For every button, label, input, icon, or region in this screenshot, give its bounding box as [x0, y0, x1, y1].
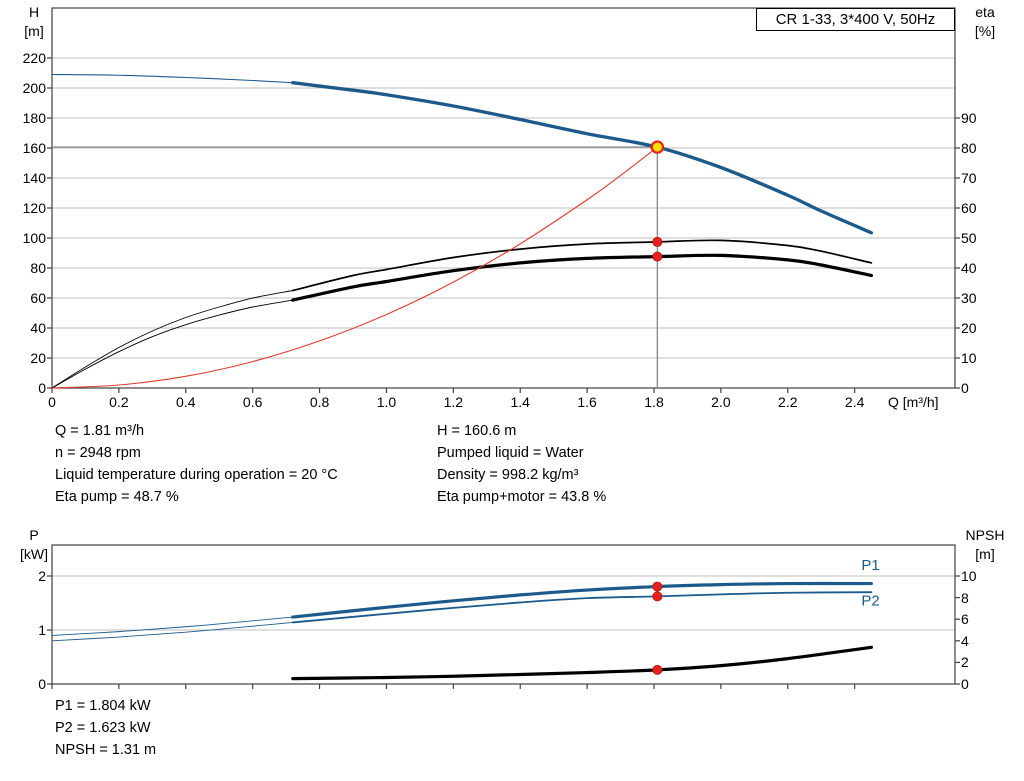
- series-label-p1: P1: [861, 557, 879, 574]
- q-tick-label-2.0: 2.0: [711, 394, 731, 410]
- npsh-axis-unit: [m]: [975, 546, 995, 562]
- h-tick-label-80: 80: [30, 259, 46, 276]
- q-tick-label-1.8: 1.8: [644, 394, 664, 410]
- h-tick-label-100: 100: [22, 229, 46, 246]
- p2-curve-extension: [51, 621, 293, 642]
- duty-point-marker[interactable]: [650, 140, 665, 154]
- info-eta-pump: Eta pump = 48.7 %: [55, 489, 179, 505]
- p-tick-label-0: 0: [38, 676, 46, 692]
- h-tick-label-0: 0: [38, 380, 46, 396]
- h-tick-label-120: 120: [22, 199, 46, 216]
- q-tick-label-1.6: 1.6: [577, 394, 597, 410]
- h-tick-label-60: 60: [30, 289, 46, 306]
- p-axis-unit: [kW]: [20, 546, 48, 562]
- operating-point-marker: [652, 236, 663, 247]
- power-npsh-chart-frame: [51, 544, 956, 685]
- eta-pump-motor-curve-extension: [51, 299, 293, 389]
- q-tick-label-0.4: 0.4: [176, 394, 196, 410]
- eta-pump-curve-extension: [51, 290, 293, 389]
- eta-tick-label-50: 50: [961, 230, 977, 246]
- q-axis-label: Q [m³/h]: [888, 394, 939, 410]
- eta-tick-label-90: 90: [961, 110, 977, 126]
- info-npsh: NPSH = 1.31 m: [55, 742, 157, 758]
- npsh-tick-label-10: 10: [961, 567, 977, 584]
- eta-tick-label-0: 0: [961, 380, 969, 396]
- q-tick-label-2.4: 2.4: [844, 394, 865, 410]
- head-eta-chart-frame: [51, 7, 956, 389]
- h-tick-label-160: 160: [22, 139, 46, 156]
- h-axis-unit: [m]: [24, 23, 44, 39]
- info-head: H = 160.6 m: [437, 423, 517, 439]
- operating-point-marker: [652, 664, 663, 675]
- eta-tick-label-40: 40: [961, 260, 977, 276]
- eta-tick-label-80: 80: [961, 140, 977, 156]
- info-flow: Q = 1.81 m³/h: [55, 423, 145, 439]
- h-tick-label-20: 20: [30, 349, 46, 366]
- npsh-axis-title: NPSH: [965, 527, 1005, 543]
- q-tick-label-2.2: 2.2: [778, 394, 798, 410]
- eta-pump-curve: [291, 239, 873, 292]
- h-tick-label-180: 180: [22, 109, 46, 126]
- q-tick-label-0: 0: [48, 394, 56, 410]
- npsh-tick-label-0: 0: [961, 676, 969, 692]
- eta-tick-label-20: 20: [961, 320, 977, 336]
- info-eta-pump-motor: Eta pump+motor = 43.8 %: [437, 489, 607, 505]
- h-tick-label-40: 40: [30, 319, 46, 336]
- info-liquid: Pumped liquid = Water: [437, 445, 584, 461]
- h-tick-label-140: 140: [22, 169, 46, 186]
- info-density: Density = 998.2 kg/m³: [437, 467, 579, 483]
- p1-curve-extension: [51, 616, 293, 636]
- h-tick-label-200: 200: [22, 79, 46, 96]
- info-p2: P2 = 1.623 kW: [55, 720, 151, 736]
- info-speed: n = 2948 rpm: [55, 445, 141, 461]
- p-axis-title: P: [29, 527, 39, 543]
- head-curve: [291, 81, 874, 235]
- h-tick-label-220: 220: [22, 49, 46, 66]
- operating-point-marker: [652, 251, 663, 262]
- npsh-tick-label-8: 8: [961, 589, 969, 606]
- q-tick-label-0.6: 0.6: [242, 394, 263, 410]
- q-tick-label-0.8: 0.8: [309, 394, 330, 410]
- q-tick-label-0.2: 0.2: [109, 394, 129, 410]
- operating-point-marker: [652, 581, 663, 592]
- q-tick-label-1.4: 1.4: [510, 394, 530, 410]
- series-label-p2: P2: [861, 593, 879, 610]
- npsh-tick-label-6: 6: [961, 611, 969, 628]
- npsh-tick-label-4: 4: [961, 632, 969, 649]
- npsh-tick-label-2: 2: [961, 654, 969, 671]
- eta-axis-unit: [%]: [974, 23, 996, 39]
- eta-tick-label-10: 10: [961, 350, 977, 366]
- eta-pump-motor-curve: [291, 253, 873, 302]
- info-p1: P1 = 1.804 kW: [55, 698, 151, 714]
- eta-tick-label-30: 30: [961, 290, 977, 306]
- eta-tick-label-60: 60: [961, 200, 977, 216]
- head-curve-extension: [51, 73, 293, 84]
- q-tick-label-1.0: 1.0: [376, 394, 397, 410]
- p-tick-label-1: 1: [38, 621, 46, 638]
- npsh-curve: [291, 645, 873, 681]
- q-tick-label-1.2: 1.2: [443, 394, 464, 410]
- p1-curve: [291, 581, 873, 619]
- pump-title-box: CR 1-33, 3*400 V, 50Hz: [756, 8, 955, 31]
- p2-curve: [291, 591, 873, 624]
- eta-axis-title: eta: [975, 4, 995, 20]
- info-temperature: Liquid temperature during operation = 20…: [55, 467, 338, 483]
- eta-tick-label-70: 70: [961, 170, 977, 186]
- p-tick-label-2: 2: [38, 567, 46, 584]
- system-curve-curve: [51, 146, 658, 389]
- h-axis-title: H: [28, 4, 40, 20]
- operating-point-marker: [652, 591, 663, 602]
